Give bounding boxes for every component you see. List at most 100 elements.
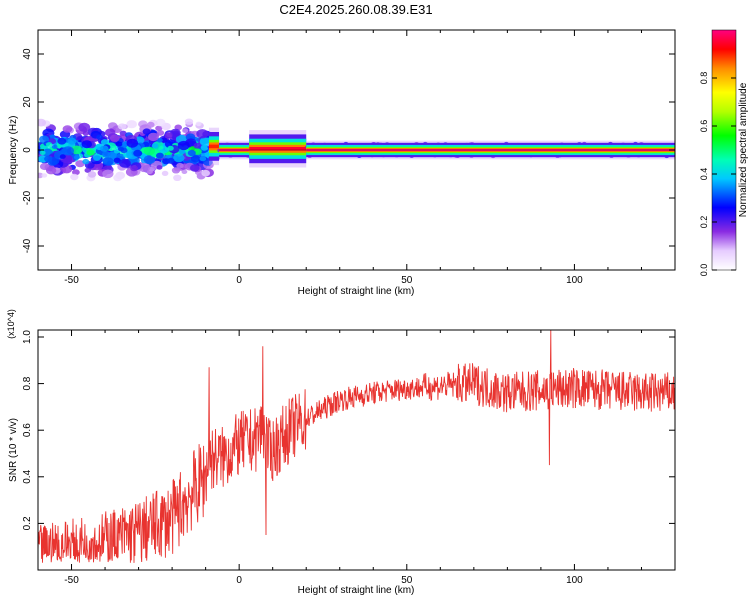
snr-x-tick-label: 0 [236, 575, 242, 586]
spectral-blob [119, 158, 131, 168]
colorbar-tick-label: 0.2 [699, 216, 709, 229]
spectral-blob [195, 121, 202, 127]
spectral-blob [45, 166, 57, 175]
spectrogram-y-tick-label: 20 [22, 96, 33, 108]
spectral-blob [196, 129, 209, 139]
spectrogram-x-label: Height of straight line (km) [298, 286, 415, 297]
spectral-band [249, 147, 307, 151]
colorbar-tick-label: 0.0 [699, 264, 709, 277]
spectral-blob [151, 143, 159, 149]
spectral-blob [102, 151, 111, 158]
spectral-blob [138, 162, 151, 173]
spectral-blob [86, 149, 95, 156]
spectrogram-y-tick-label: 40 [22, 48, 33, 60]
spectral-blob [147, 132, 159, 142]
snr-y-tick-label: 0.8 [22, 376, 33, 390]
spectral-blob [143, 146, 155, 156]
spectrogram-x-tick-label: 0 [236, 275, 242, 286]
spectral-blob [126, 120, 137, 129]
colorbar-tick-label: 0.4 [699, 168, 709, 181]
spectrogram-y-tick-label: 0 [22, 147, 33, 153]
snr-y-tick-label: 1.0 [22, 330, 33, 344]
spectral-blob [102, 157, 114, 166]
spectral-blob [113, 174, 123, 182]
snr-frame [37, 329, 676, 571]
spectrogram-x-tick-label: 100 [566, 275, 583, 286]
spectral-blob [126, 138, 139, 148]
spectral-blob [130, 165, 139, 172]
spectral-blob [173, 153, 185, 163]
snr-x-tick-label: 50 [401, 575, 413, 586]
spectral-blob [70, 173, 79, 181]
spectral-blob [51, 144, 58, 150]
snr-x-tick-label: -50 [64, 575, 79, 586]
spectral-blob [156, 165, 163, 170]
spectral-blob [39, 150, 46, 156]
spectral-blob [190, 164, 200, 172]
snr-plot-area [38, 330, 675, 563]
spectral-blob [142, 128, 151, 135]
spectrogram-x-tick-label: -50 [64, 275, 79, 286]
spectrogram-y-label: Frequency (Hz) [8, 116, 19, 185]
snr-y-label: SNR (10 * v/v) [8, 418, 19, 482]
spectral-blob [190, 155, 200, 163]
spectral-blob [81, 140, 93, 149]
spectral-blob [73, 155, 80, 160]
spectral-blob [62, 146, 74, 156]
spectral-blob [84, 167, 92, 173]
spectral-blob [62, 125, 73, 133]
spectral-blob [156, 152, 164, 159]
spectrogram-y-tick-label: -40 [22, 238, 33, 253]
spectral-blob [100, 139, 109, 146]
spectral-blob [49, 134, 56, 139]
colorbar-tick-label: 0.6 [699, 120, 709, 133]
spectral-blob [155, 125, 163, 131]
spectral-blob [113, 149, 120, 154]
spectral-blob [102, 169, 114, 179]
spectral-blob [59, 154, 66, 159]
spectral-blob [118, 123, 127, 130]
spectral-blob [109, 134, 120, 142]
spectral-blob [78, 122, 91, 132]
spectral-blob [166, 157, 175, 164]
spectrogram-panel: -50 0 50 100 -40 -20 0 20 40 Height of straight … [8, 29, 676, 297]
spectral-blob [93, 155, 101, 161]
spectral-blob [96, 134, 103, 140]
spectral-blob [161, 170, 169, 176]
colorbar-tick-label: 0.8 [699, 72, 709, 85]
spectral-blob [38, 172, 44, 179]
spectral-blob [82, 131, 89, 136]
colorbar: 0.0 0.2 0.4 0.6 0.8 Normalized spectral ampl… [699, 29, 749, 277]
spectral-blob [164, 132, 173, 139]
spectral-blob [147, 121, 155, 128]
colorbar-gradient [711, 29, 737, 271]
spectral-blob [177, 140, 190, 151]
spectral-blob [72, 169, 80, 176]
spectral-blob [100, 145, 109, 152]
spectrogram-y-tick-label: -20 [22, 190, 33, 205]
spectral-blob [181, 169, 188, 174]
spectrogram-plot-area [38, 118, 675, 182]
spectral-blob [155, 118, 166, 127]
spectral-blob [199, 156, 207, 162]
spectral-blob [178, 149, 186, 155]
spectral-blob [71, 145, 83, 155]
spectral-blob [201, 169, 210, 177]
snr-y-multiplier: (x10^4) [6, 309, 16, 339]
snr-x-tick-label: 100 [566, 575, 583, 586]
snr-x-label: Height of straight line (km) [298, 585, 415, 596]
spectral-blob [187, 149, 196, 157]
spectral-blob [41, 173, 48, 178]
spectral-blob [46, 142, 53, 148]
spectral-blob [199, 137, 212, 146]
spectral-blob [184, 118, 194, 125]
colorbar-label: Normalized spectral amplitude [738, 82, 749, 217]
snr-y-tick-label: 0.2 [22, 516, 33, 530]
spectral-blob [113, 157, 121, 163]
spectral-blob [118, 146, 124, 152]
snr-y-tick-label: 0.6 [22, 423, 33, 437]
spectral-blob [87, 171, 97, 178]
spectral-blob [38, 118, 47, 127]
spectral-blob [200, 144, 209, 151]
